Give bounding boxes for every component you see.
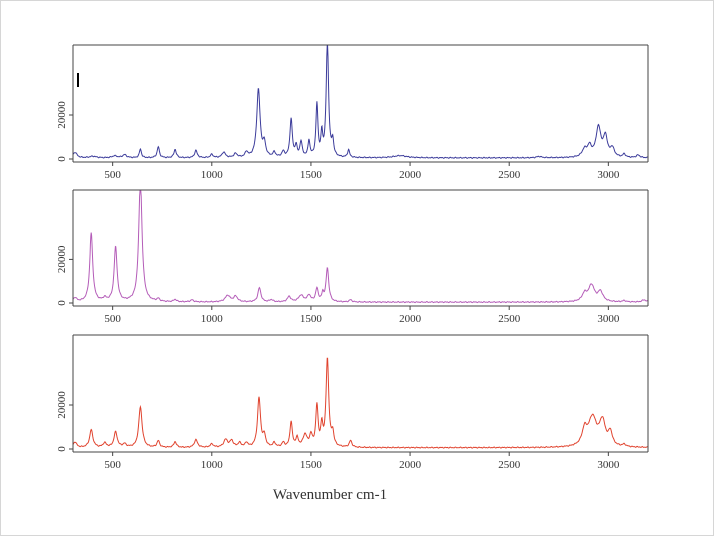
panel-middle: 500 1000 1500 2000 2500 3000 0 20000 [56, 189, 649, 325]
x-tick-label-2500: 2500 [498, 169, 521, 181]
x-tick-label-500: 500 [104, 459, 121, 471]
panel-top: 500 1000 1500 2000 2500 3000 0 20000 [56, 44, 649, 181]
y-tick-label-20000: 20000 [56, 101, 68, 129]
y-tick-label-0: 0 [56, 300, 68, 306]
x-tick-label-3000: 3000 [597, 459, 620, 471]
x-axis-title: Wavenumber cm-1 [273, 487, 387, 503]
x-tick-label-500: 500 [104, 313, 121, 325]
x-tick-label-2000: 2000 [399, 459, 422, 471]
x-tick-label-500: 500 [104, 169, 121, 181]
panel-bottom: 500 1000 1500 2000 2500 3000 0 20000 [56, 334, 649, 471]
x-tick-label-1000: 1000 [201, 169, 224, 181]
x-tick-label-1500: 1500 [300, 313, 323, 325]
y-tick-label-20000: 20000 [56, 245, 68, 273]
x-tick-label-2500: 2500 [498, 459, 521, 471]
y-tick-label-0: 0 [56, 156, 68, 162]
x-tick-label-1000: 1000 [201, 459, 224, 471]
spectrum-line-top [72, 45, 649, 159]
x-tick-label-1000: 1000 [201, 313, 224, 325]
spectrum-line-middle [72, 190, 649, 304]
x-tick-label-1500: 1500 [300, 459, 323, 471]
y-tick-label-0: 0 [56, 446, 68, 452]
spectrum-line-bottom [72, 357, 649, 449]
x-tick-label-3000: 3000 [597, 169, 620, 181]
x-tick-label-1500: 1500 [300, 169, 323, 181]
x-tick-label-2000: 2000 [399, 313, 422, 325]
x-tick-label-2000: 2000 [399, 169, 422, 181]
x-tick-label-3000: 3000 [597, 313, 620, 325]
y-tick-label-20000: 20000 [56, 391, 68, 419]
x-tick-label-2500: 2500 [498, 313, 521, 325]
